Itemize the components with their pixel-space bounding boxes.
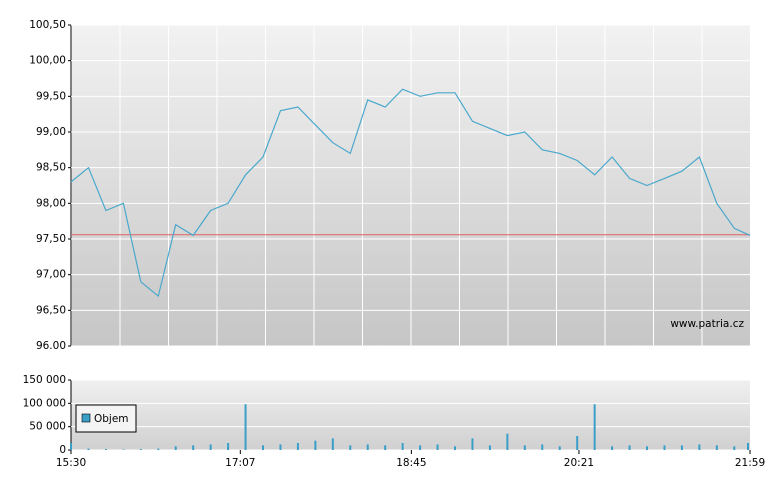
- volume-bar: [611, 446, 614, 450]
- volume-bar: [558, 446, 561, 450]
- volume-bar: [209, 444, 212, 450]
- volume-bar: [227, 443, 230, 450]
- plot-background-grid: [71, 25, 750, 346]
- volume-bar: [419, 445, 422, 450]
- volume-bar: [244, 404, 247, 450]
- volume-bar: [384, 445, 387, 450]
- y-tick-label: 96,50: [36, 304, 66, 316]
- volume-background: [71, 380, 750, 450]
- volume-bar: [331, 438, 334, 450]
- volume-bar: [593, 404, 596, 450]
- volume-bar: [262, 445, 265, 450]
- annotation: www.patria.cz: [670, 318, 744, 330]
- volume-bar: [733, 446, 736, 450]
- y-tick-label: 97,00: [36, 269, 66, 281]
- y-tick-label: 100,50: [29, 19, 66, 31]
- volume-bar: [349, 445, 352, 450]
- volume-bar: [471, 438, 474, 450]
- volume-bar: [366, 444, 369, 450]
- x-tick-label: 21:59: [735, 457, 765, 469]
- legend-swatch: [81, 413, 91, 423]
- volume-bar: [139, 449, 142, 450]
- volume-bar: [279, 444, 282, 450]
- volume-bar: [401, 443, 404, 450]
- y-tick-label: 99,50: [36, 90, 66, 102]
- volume-bar: [174, 446, 177, 450]
- volume-bar: [646, 446, 649, 450]
- y-tick-label: 99,00: [36, 126, 66, 138]
- price-line: [70, 88, 751, 298]
- y-tick-label: 100 000: [23, 397, 66, 409]
- volume-bar: [488, 445, 491, 450]
- volume-bar: [104, 449, 107, 450]
- volume-bar: [157, 448, 160, 450]
- volume-bar: [715, 445, 718, 450]
- x-tick-label: 15:30: [56, 457, 86, 469]
- volume-bar: [506, 433, 509, 450]
- x-tick-label: 20:21: [564, 457, 594, 469]
- volume-bar: [523, 445, 526, 450]
- volume-bar: [680, 445, 683, 450]
- y-tick-label: 98,50: [36, 162, 66, 174]
- volume-bar: [436, 444, 439, 450]
- y-tick-label: 97,50: [36, 233, 66, 245]
- y-tick-label: 96.00: [36, 340, 66, 352]
- volume-bar: [314, 440, 317, 450]
- volume-bar: [628, 445, 631, 450]
- volume-bar: [576, 436, 579, 450]
- volume-bar: [541, 444, 544, 450]
- volume-bar: [87, 448, 90, 450]
- volume-bar: [663, 445, 666, 450]
- volume-bar: [296, 443, 299, 450]
- volume-bar: [698, 444, 701, 450]
- x-tick-label: 17:07: [225, 457, 255, 469]
- y-tick-label: 150 000: [23, 374, 66, 386]
- x-tick-label: 18:45: [396, 457, 426, 469]
- volume-bar: [747, 443, 749, 450]
- y-tick-label: 0: [59, 444, 66, 456]
- volume-bar: [454, 446, 457, 450]
- legend-label: Objem: [94, 413, 129, 425]
- volume-bar: [192, 445, 195, 450]
- y-tick-label: 100,00: [29, 55, 66, 67]
- y-tick-label: 98,00: [36, 197, 66, 209]
- y-tick-label: 50 000: [29, 421, 66, 433]
- volume-bar: [70, 443, 72, 450]
